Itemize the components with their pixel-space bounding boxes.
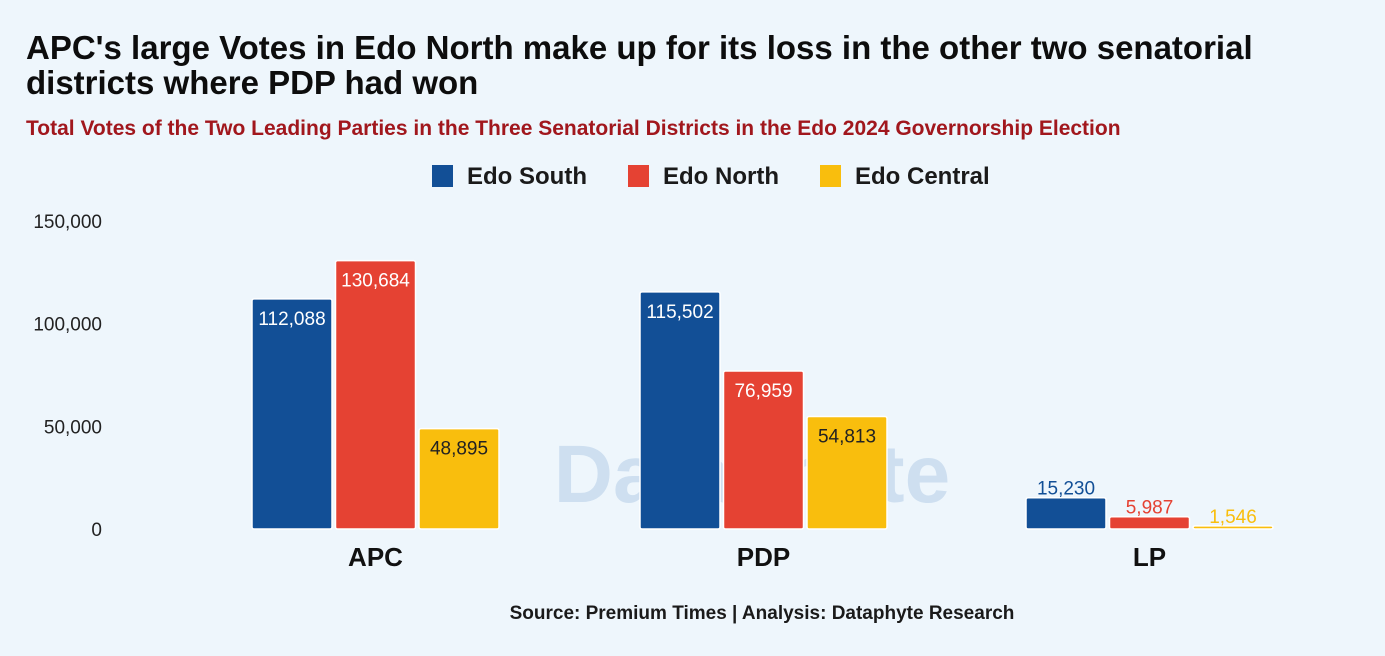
y-axis: 0 50,000 100,000 150,000 (33, 212, 102, 541)
y-tick-label-3: 150,000 (33, 212, 102, 233)
data-label-pdp-3: 54,813 (818, 426, 876, 447)
source-note: Source: Premium Times | Analysis: Dataph… (509, 603, 1015, 624)
legend-label-2: Edo North (663, 163, 779, 190)
data-label-lp-3: 1,546 (1209, 507, 1257, 528)
chart-subtitle: Total Votes of the Two Leading Parties i… (26, 117, 1121, 140)
data-label-pdp-2: 76,959 (734, 381, 792, 402)
bar-groups: 112,088 130,684 48,895 115,502 76,959 54,813 1… (251, 259, 1274, 530)
bar-apc-2 (334, 259, 417, 530)
data-label-apc-1: 112,088 (258, 309, 325, 330)
chart-legend: Edo South Edo North Edo Central (432, 163, 990, 190)
x-tick-label-pdp: PDP (737, 542, 790, 572)
y-tick-label-2: 100,000 (33, 315, 102, 336)
bar-pdp-3 (806, 415, 888, 530)
legend-swatch-3 (820, 165, 841, 187)
bar-pdp-2 (722, 370, 805, 530)
legend-label-1: Edo South (467, 163, 587, 190)
bar-apc-3 (418, 427, 500, 530)
legend-swatch-1 (432, 165, 453, 187)
data-label-pdp-1: 115,502 (646, 302, 713, 323)
bar-pdp-1 (639, 291, 721, 530)
data-label-apc-2: 130,684 (341, 271, 410, 292)
bar-lp-1 (1025, 496, 1107, 530)
x-tick-label-apc: APC (348, 542, 403, 572)
chart-title: APC's large Votes in Edo North make up f… (26, 29, 1253, 101)
data-label-lp-2: 5,987 (1126, 498, 1174, 519)
bar-apc-1 (251, 298, 333, 530)
x-tick-label-lp: LP (1133, 542, 1166, 572)
y-tick-label-0: 0 (91, 520, 102, 541)
legend-label-3: Edo Central (855, 163, 990, 190)
bar-lp-2 (1108, 515, 1191, 530)
bar-lp-3 (1192, 525, 1274, 530)
x-axis: APC PDP LP (348, 542, 1166, 572)
data-label-lp-1: 15,230 (1037, 479, 1095, 500)
y-tick-label-1: 50,000 (44, 417, 102, 438)
legend-swatch-2 (628, 165, 649, 187)
data-label-apc-3: 48,895 (430, 439, 488, 460)
